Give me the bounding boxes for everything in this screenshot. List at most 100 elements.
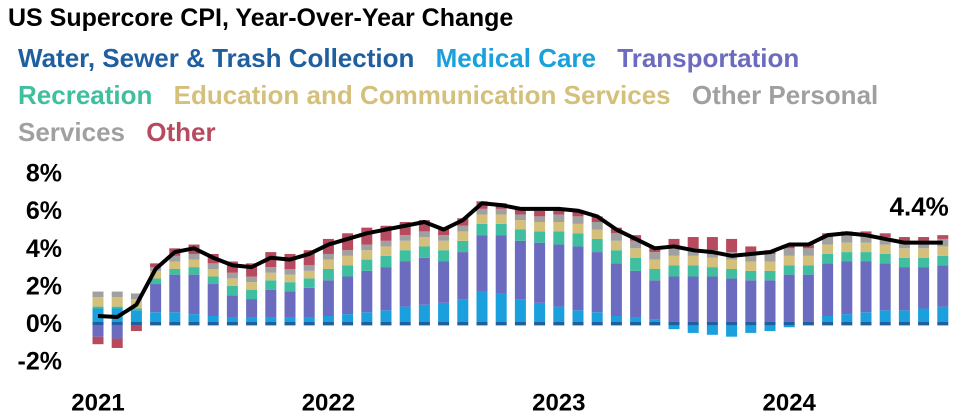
bar-segment (92, 291, 104, 298)
bar-segment (514, 214, 526, 221)
bar-segment (150, 278, 162, 285)
bar-segment (841, 242, 853, 253)
bar-segment (284, 282, 296, 292)
bar-segment (937, 235, 949, 239)
bar-segment (380, 267, 392, 311)
bar-segment (188, 321, 200, 326)
bar-segment (399, 250, 411, 262)
bar-segment (822, 316, 834, 322)
legend-entry: Medical Care (435, 43, 597, 73)
bar-segment (687, 237, 699, 249)
bar-segment (630, 317, 642, 322)
y-tick-label: 6% (26, 197, 62, 225)
bar-segment (303, 287, 315, 318)
bar-segment (514, 208, 526, 215)
bar-segment (476, 291, 488, 322)
y-tick-label: 0% (26, 310, 62, 338)
bar-segment (822, 321, 834, 326)
bar-segment (457, 231, 469, 241)
bar-segment (438, 235, 450, 241)
bar-segment (111, 325, 123, 339)
bar-segment (610, 321, 622, 326)
bar-segment (572, 310, 584, 322)
bar-segment (534, 216, 546, 222)
bar-segment (918, 308, 930, 322)
bar-segment (92, 297, 104, 307)
bar-segment (265, 289, 277, 318)
bar-segment (553, 306, 565, 322)
bar-segment (860, 261, 872, 313)
chart-title: US Supercore CPI, Year-Over-Year Change (8, 4, 514, 32)
bar-segment (246, 321, 258, 326)
bar-segment (265, 280, 277, 290)
bar-segment (918, 321, 930, 326)
bar-segment (457, 225, 469, 232)
bar-segment (130, 293, 142, 300)
bar-segment (572, 246, 584, 311)
bar-segment (188, 314, 200, 322)
line (97, 201, 943, 319)
bar-segment (668, 276, 680, 322)
bar-segment (745, 246, 757, 254)
bar-segment (860, 312, 872, 322)
bar-segment (150, 312, 162, 322)
bar-segment (610, 316, 622, 322)
bar-segment (169, 321, 181, 326)
bar-segment (726, 259, 738, 269)
bar-segment (937, 265, 949, 307)
bar-segment (726, 325, 738, 337)
bar-segment (399, 261, 411, 307)
bar-segment (169, 274, 181, 313)
bar-segment (265, 317, 277, 322)
bar-segment (418, 257, 430, 305)
bar-segment (898, 237, 910, 241)
bar-segment (92, 336, 104, 345)
bar-segment (630, 321, 642, 326)
bar-segment (188, 267, 200, 275)
bar-segment (630, 248, 642, 258)
bar-segment (92, 306, 104, 309)
bar-segment (898, 310, 910, 322)
bar-segment (380, 240, 392, 247)
bar-segment (918, 248, 930, 258)
bar-segment (553, 244, 565, 307)
bar-segment (898, 267, 910, 311)
bar-segment (706, 321, 718, 326)
bar-segment (534, 321, 546, 326)
bar-segment (918, 257, 930, 268)
bar-segment (668, 321, 680, 326)
bar-segment (111, 321, 123, 326)
bar-segment (188, 274, 200, 315)
bar-segment (150, 270, 162, 279)
bar-segment (495, 293, 507, 322)
bar-segment (284, 274, 296, 283)
bar-segment (303, 265, 315, 271)
bar-segment (745, 253, 757, 262)
bar-segment (706, 267, 718, 277)
bar-segment (457, 299, 469, 322)
bar-segment (265, 267, 277, 273)
bar-segment (476, 214, 488, 224)
bar-segment (630, 270, 642, 318)
bar-segment (514, 321, 526, 326)
bar-segment (918, 267, 930, 309)
bar-segment (898, 321, 910, 326)
bar-segment (111, 306, 123, 309)
bar-segment (591, 216, 603, 222)
bar-segment (726, 278, 738, 322)
bar-segment (226, 278, 238, 286)
bar-segment (226, 272, 238, 279)
bar-segment (841, 261, 853, 315)
bar-segment (361, 270, 373, 313)
bar-segment (342, 233, 354, 251)
bar-segment (783, 248, 795, 256)
bar-segment (246, 263, 258, 277)
bar-segment (783, 321, 795, 326)
bar-segment (860, 252, 872, 262)
y-tick-label: 4% (26, 235, 62, 263)
bar-segment (361, 244, 373, 251)
bar-segment (937, 306, 949, 322)
bar-segment (591, 229, 603, 239)
bar-segment (342, 265, 354, 277)
bar-segment (514, 229, 526, 241)
